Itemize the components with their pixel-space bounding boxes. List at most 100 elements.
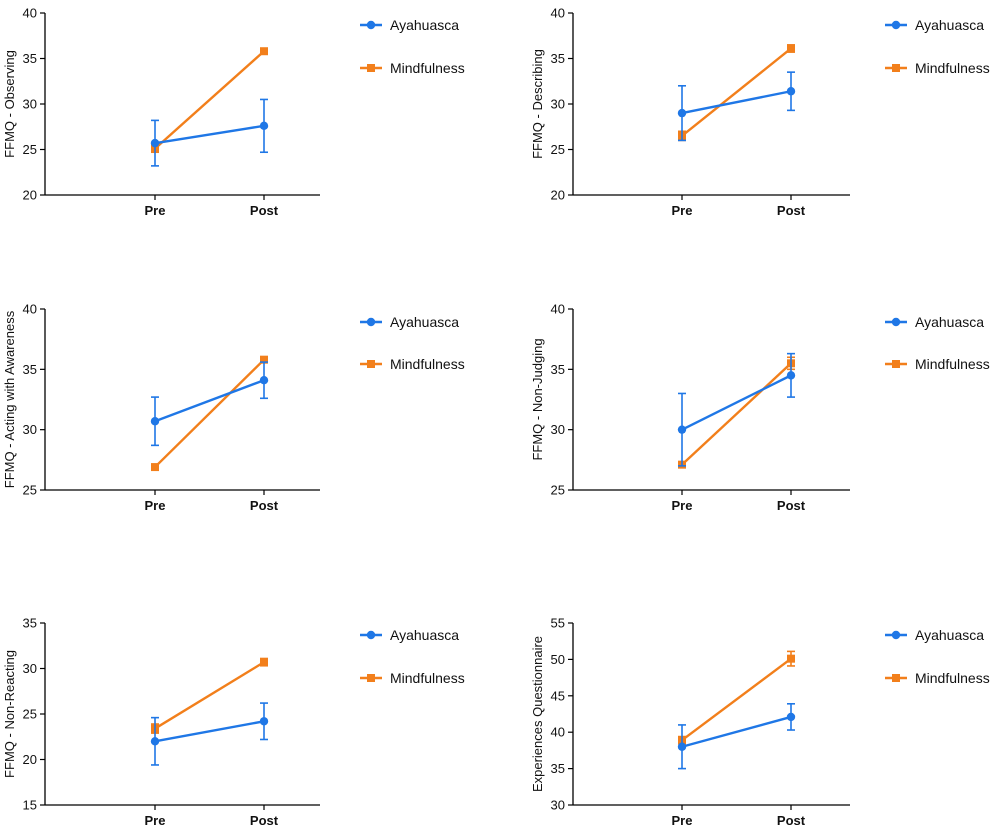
chart-panel-6: 30 35 40 45 50 55 Pre Post Experiences Questionn… bbox=[530, 616, 990, 827]
y-tick-label: 40 bbox=[551, 6, 565, 21]
data-point-mindfulness bbox=[787, 654, 795, 663]
x-tick-label-post: Post bbox=[777, 498, 806, 513]
series-line-mindfulness bbox=[681, 657, 792, 742]
data-point-ayahuasca bbox=[677, 425, 687, 434]
legend-marker-mindfulness bbox=[892, 360, 900, 368]
series-line-mindfulness bbox=[154, 358, 265, 468]
data-point-ayahuasca bbox=[150, 737, 160, 746]
series-line-ayahuasca bbox=[154, 720, 265, 743]
legend-label-ayahuasca: Ayahuasca bbox=[390, 627, 459, 643]
y-tick-label: 40 bbox=[23, 302, 37, 317]
data-point-mindfulness bbox=[151, 463, 159, 472]
y-axis-label: FFMQ - Non-Judging bbox=[530, 338, 545, 460]
y-tick-label: 25 bbox=[551, 483, 565, 498]
y-tick-label: 30 bbox=[551, 422, 565, 437]
legend-marker-mindfulness bbox=[367, 674, 375, 682]
legend-item-ayahuasca: Ayahuasca bbox=[360, 17, 459, 33]
legend-item-ayahuasca: Ayahuasca bbox=[885, 17, 984, 33]
y-tick-label: 40 bbox=[551, 302, 565, 317]
series-line-ayahuasca bbox=[154, 124, 265, 145]
series-ayahuasca bbox=[150, 98, 269, 167]
legend-label-mindfulness: Mindfulness bbox=[390, 670, 465, 686]
legend-item-ayahuasca: Ayahuasca bbox=[360, 627, 459, 643]
x-tick-label-post: Post bbox=[777, 813, 806, 827]
y-axis-label: Experiences Questionnaire bbox=[530, 636, 545, 792]
series-line-mindfulness bbox=[154, 661, 265, 730]
legend-marker-ayahuasca bbox=[366, 630, 376, 640]
y-axis-label: FFMQ - Acting with Awareness bbox=[2, 310, 17, 488]
legend-label-ayahuasca: Ayahuasca bbox=[390, 17, 459, 33]
legend-marker-mindfulness bbox=[892, 64, 900, 72]
series-mindfulness bbox=[678, 44, 795, 142]
x-tick-label-post: Post bbox=[250, 498, 279, 513]
data-point-ayahuasca bbox=[259, 121, 269, 131]
y-axis-label: FFMQ - Observing bbox=[2, 50, 17, 158]
series-ayahuasca bbox=[677, 703, 796, 770]
legend-item-ayahuasca: Ayahuasca bbox=[885, 627, 984, 643]
y-tick-label: 15 bbox=[23, 798, 37, 813]
x-tick-label-post: Post bbox=[777, 203, 806, 218]
y-tick-label: 20 bbox=[551, 188, 565, 203]
series-ayahuasca bbox=[677, 352, 796, 467]
legend-item-mindfulness: Mindfulness bbox=[360, 670, 465, 686]
legend-label-mindfulness: Mindfulness bbox=[390, 60, 465, 76]
legend-marker-mindfulness bbox=[367, 360, 375, 368]
y-tick-label: 35 bbox=[23, 362, 37, 377]
series-mindfulness bbox=[151, 657, 268, 734]
y-axis-label: FFMQ - Non-Reacting bbox=[2, 650, 17, 778]
series-line-ayahuasca bbox=[154, 379, 265, 423]
y-tick-label: 35 bbox=[23, 51, 37, 66]
legend-label-ayahuasca: Ayahuasca bbox=[915, 314, 984, 330]
legend-item-mindfulness: Mindfulness bbox=[360, 356, 465, 372]
y-tick-label: 45 bbox=[551, 688, 565, 703]
legend-label-mindfulness: Mindfulness bbox=[915, 60, 990, 76]
data-point-ayahuasca bbox=[677, 742, 687, 751]
legend-marker-ayahuasca bbox=[891, 20, 901, 30]
series-line-ayahuasca bbox=[681, 715, 792, 748]
series-line-mindfulness bbox=[681, 47, 792, 137]
legend-label-mindfulness: Mindfulness bbox=[915, 670, 990, 686]
y-tick-label: 20 bbox=[23, 752, 37, 767]
y-tick-label: 35 bbox=[551, 51, 565, 66]
series-ayahuasca bbox=[677, 71, 796, 142]
x-tick-label-post: Post bbox=[250, 203, 279, 218]
legend-item-mindfulness: Mindfulness bbox=[885, 60, 990, 76]
legend-label-mindfulness: Mindfulness bbox=[915, 356, 990, 372]
data-point-ayahuasca bbox=[677, 108, 687, 118]
y-tick-label: 25 bbox=[23, 483, 37, 498]
x-tick-label-pre: Pre bbox=[672, 498, 693, 513]
series-line-mindfulness bbox=[681, 362, 792, 466]
legend-label-ayahuasca: Ayahuasca bbox=[390, 314, 459, 330]
series-mindfulness bbox=[151, 355, 268, 472]
legend-marker-ayahuasca bbox=[366, 20, 376, 30]
series-mindfulness bbox=[678, 356, 795, 469]
y-tick-label: 30 bbox=[551, 798, 565, 813]
y-tick-label: 40 bbox=[551, 725, 565, 740]
y-tick-label: 35 bbox=[551, 761, 565, 776]
y-tick-label: 35 bbox=[551, 362, 565, 377]
chart-panel-2: 20 25 30 35 40 Pre Post FFMQ - Describing Ayahua… bbox=[530, 6, 990, 219]
data-point-ayahuasca bbox=[259, 375, 269, 385]
series-ayahuasca bbox=[150, 702, 269, 766]
y-tick-label: 35 bbox=[23, 616, 37, 631]
legend-item-mindfulness: Mindfulness bbox=[360, 60, 465, 76]
legend-label-ayahuasca: Ayahuasca bbox=[915, 627, 984, 643]
y-tick-label: 30 bbox=[23, 422, 37, 437]
chart-panel-4: 25 30 35 40 Pre Post FFMQ - Non-Judging Ayahuas… bbox=[530, 302, 990, 514]
data-point-mindfulness bbox=[260, 355, 268, 364]
series-ayahuasca bbox=[150, 361, 269, 447]
x-tick-label-pre: Pre bbox=[672, 203, 693, 218]
y-tick-label: 30 bbox=[551, 97, 565, 112]
data-point-mindfulness bbox=[260, 658, 268, 667]
legend-marker-mindfulness bbox=[367, 64, 375, 72]
data-point-ayahuasca bbox=[150, 138, 160, 148]
data-point-mindfulness bbox=[787, 44, 795, 53]
data-point-ayahuasca bbox=[259, 717, 269, 726]
x-tick-label-post: Post bbox=[250, 813, 279, 827]
series-line-ayahuasca bbox=[681, 90, 792, 115]
y-tick-label: 25 bbox=[23, 142, 37, 157]
series-line-mindfulness bbox=[154, 50, 265, 150]
legend-item-ayahuasca: Ayahuasca bbox=[360, 314, 459, 330]
y-tick-label: 20 bbox=[23, 188, 37, 203]
